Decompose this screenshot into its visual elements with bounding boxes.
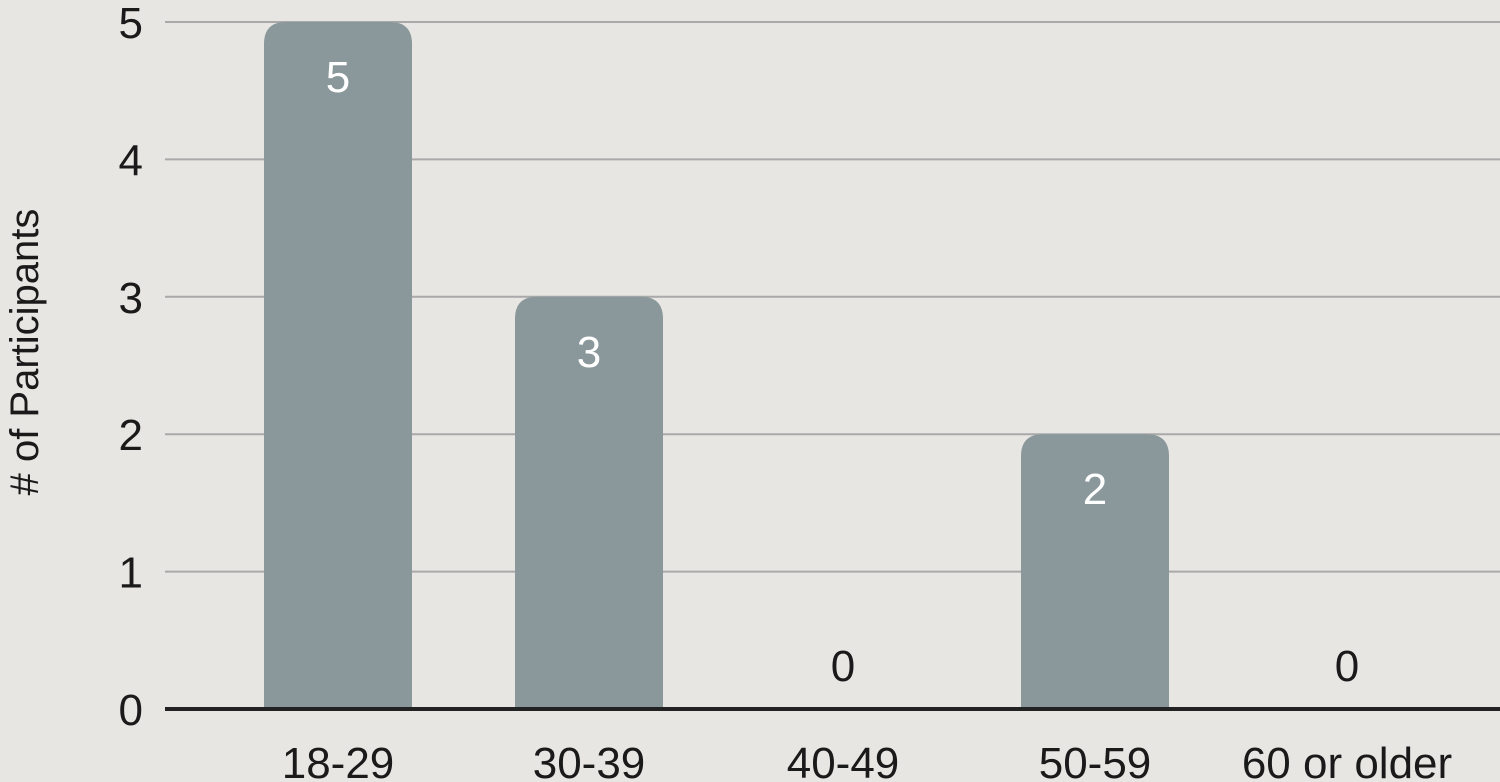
x-category-label: 60 or older	[1242, 739, 1452, 782]
bars	[264, 22, 1169, 709]
y-tick-label: 3	[119, 274, 143, 323]
x-category-label: 30-39	[533, 739, 646, 782]
x-category-label: 50-59	[1039, 739, 1152, 782]
bar-value-label: 0	[831, 642, 855, 691]
bar-value-label: 3	[577, 328, 601, 377]
bar	[515, 296, 663, 709]
bar-value-label: 5	[326, 53, 350, 102]
y-axis-title: # of Participants	[3, 209, 47, 496]
x-category-label: 40-49	[787, 739, 900, 782]
y-tick-label: 1	[119, 549, 143, 598]
y-tick-label: 5	[119, 0, 143, 48]
bar-value-label: 0	[1335, 642, 1359, 691]
bar-value-label: 2	[1083, 465, 1107, 514]
bar-data-labels: 5 3 0 2 0	[326, 53, 1359, 691]
x-axis-category-labels: 18-29 30-39 40-49 50-59 60 or older	[282, 739, 1452, 782]
y-tick-label: 2	[119, 411, 143, 460]
y-axis-tick-labels: 0 1 2 3 4 5	[119, 0, 143, 735]
x-category-label: 18-29	[282, 739, 395, 782]
y-tick-label: 0	[119, 686, 143, 735]
y-tick-label: 4	[119, 136, 143, 185]
bar	[264, 22, 412, 709]
bar	[1021, 434, 1169, 709]
